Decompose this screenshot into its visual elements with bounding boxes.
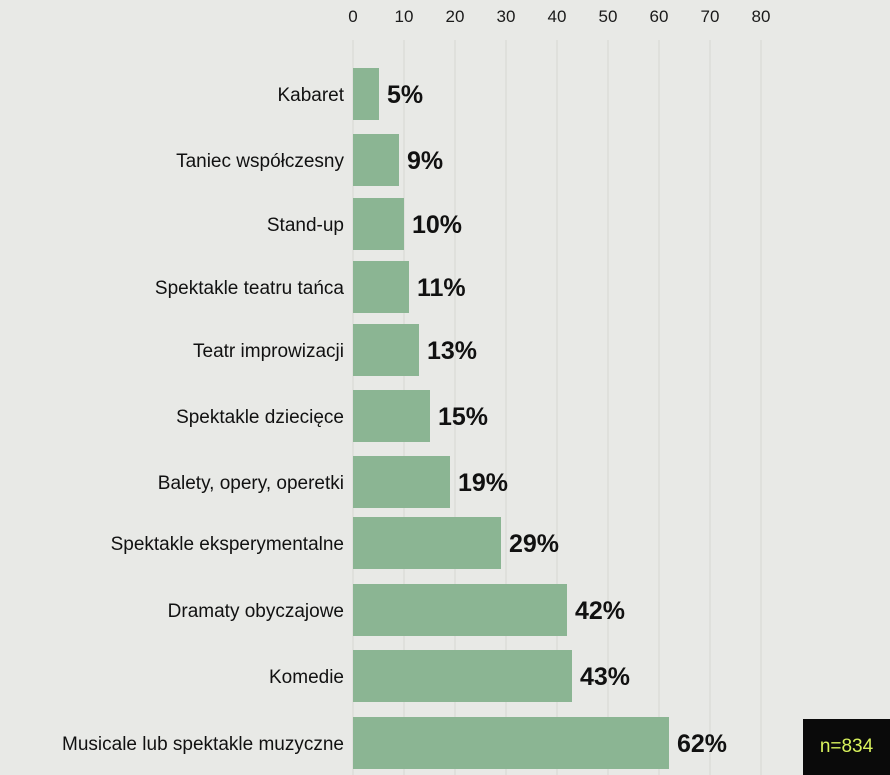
bar (353, 68, 379, 120)
x-tick-label: 40 (548, 7, 567, 26)
bar (353, 456, 450, 508)
bar (353, 584, 567, 636)
value-label: 10% (412, 211, 462, 239)
category-label: Taniec współczesny (176, 151, 344, 172)
bar (353, 198, 404, 250)
bars (353, 68, 669, 769)
category-label: Spektakle eksperymentalne (111, 534, 344, 555)
category-labels: Kabaret Taniec współczesny Stand-up Spektak… (62, 85, 345, 755)
category-label: Spektakle teatru tańca (155, 278, 344, 299)
x-tick-label: 20 (446, 7, 465, 26)
x-tick-label: 70 (701, 7, 720, 26)
bar (353, 390, 430, 442)
x-tick-label: 0 (348, 7, 357, 26)
bar (353, 517, 501, 569)
category-label: Dramaty obyczajowe (168, 601, 344, 622)
x-axis-ticks: 0 10 20 30 40 50 60 70 80 (348, 7, 770, 26)
grid-lines (352, 40, 762, 775)
value-labels: 5% 9% 10% 11% 13% 15% 19% 29% 42% 43% 62% (387, 81, 727, 758)
category-label: Komedie (269, 667, 344, 688)
value-label: 43% (580, 663, 630, 691)
bar (353, 324, 419, 376)
x-tick-label: 30 (497, 7, 516, 26)
bar (353, 717, 669, 769)
value-label: 29% (509, 530, 559, 558)
category-label: Musicale lub spektakle muzyczne (62, 734, 344, 755)
x-tick-label: 10 (395, 7, 414, 26)
bar (353, 650, 572, 702)
category-label: Balety, opery, operetki (158, 473, 344, 494)
value-label: 15% (438, 403, 488, 431)
x-tick-label: 50 (599, 7, 618, 26)
bar (353, 134, 399, 186)
value-label: 19% (458, 469, 508, 497)
value-label: 9% (407, 147, 443, 175)
category-label: Spektakle dziecięce (176, 407, 344, 428)
value-label: 42% (575, 597, 625, 625)
x-tick-label: 60 (650, 7, 669, 26)
category-label: Teatr improwizacji (193, 341, 344, 362)
value-label: 5% (387, 81, 423, 109)
sample-size-badge: n=834 (803, 719, 890, 775)
value-label: 11% (417, 274, 466, 302)
x-tick-label: 80 (752, 7, 771, 26)
value-label: 13% (427, 337, 477, 365)
bar (353, 261, 409, 313)
value-label: 62% (677, 730, 727, 758)
category-label: Stand-up (267, 215, 344, 236)
category-label: Kabaret (277, 85, 344, 106)
